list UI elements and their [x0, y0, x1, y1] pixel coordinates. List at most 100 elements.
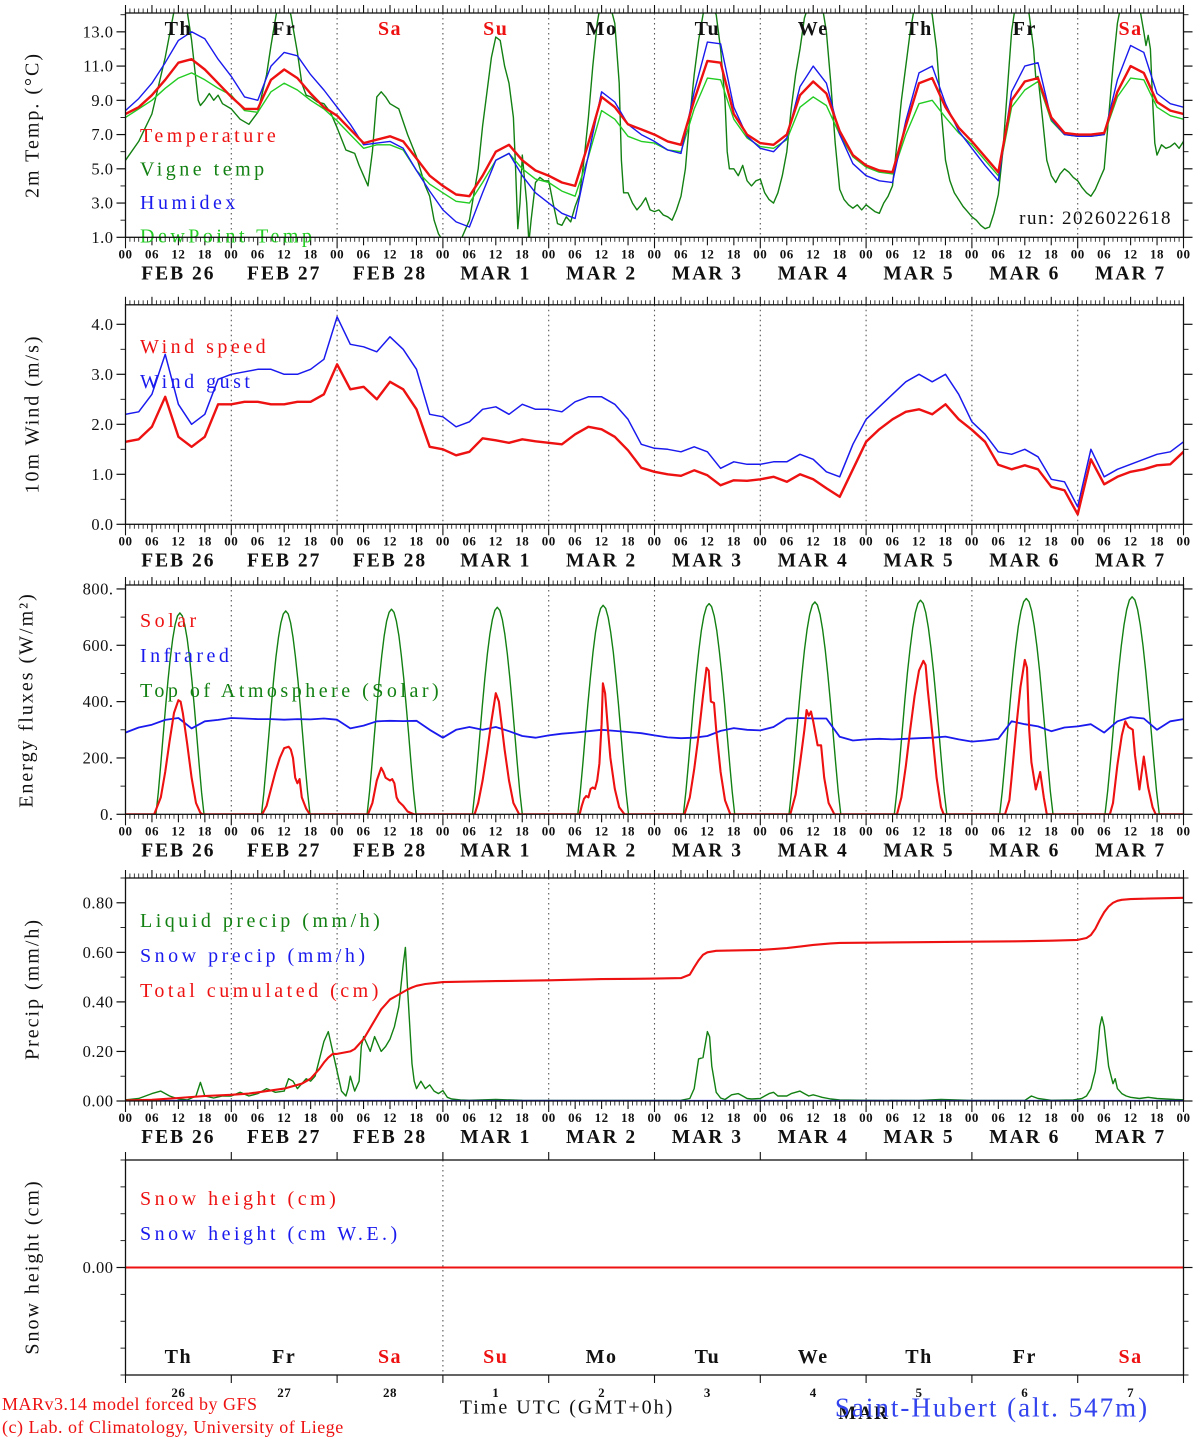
svg-text:12: 12: [700, 1110, 714, 1125]
series-solar: [125, 658, 1184, 815]
svg-text:27: 27: [277, 1385, 291, 1400]
svg-text:00: 00: [1071, 1110, 1085, 1125]
y-axis-title-energy: Energy fluxes (W/m²): [15, 592, 38, 808]
series-wind-gust: [125, 316, 1184, 508]
svg-text:00: 00: [753, 533, 767, 548]
svg-text:1: 1: [492, 1385, 499, 1400]
svg-text:Fr: Fr: [272, 18, 296, 40]
svg-text:18: 18: [621, 823, 635, 838]
svg-text:800.: 800.: [83, 579, 114, 598]
svg-text:7: 7: [1127, 1385, 1134, 1400]
svg-text:FEB 27: FEB 27: [247, 1127, 321, 1148]
svg-text:0.20: 0.20: [83, 1042, 114, 1061]
svg-text:18: 18: [833, 823, 847, 838]
svg-text:FEB 26: FEB 26: [141, 840, 215, 861]
svg-text:Sa: Sa: [1119, 1346, 1143, 1368]
svg-text:18: 18: [198, 1110, 212, 1125]
precip-panel: 0.00 0.20 0.40 0.60 0.80 Liquid precip (mm/h)…: [83, 870, 1193, 1148]
svg-text:12: 12: [700, 246, 714, 261]
svg-text:00: 00: [965, 533, 979, 548]
svg-text:12: 12: [1018, 823, 1032, 838]
legend-solar: Solar: [140, 610, 200, 632]
svg-text:5.0: 5.0: [91, 159, 113, 178]
legend-wind-speed: Wind speed: [140, 336, 269, 358]
svg-text:12: 12: [383, 1110, 397, 1125]
x-axis-title: Time UTC (GMT+0h): [459, 1396, 675, 1419]
svg-text:12: 12: [277, 533, 291, 548]
svg-text:3: 3: [704, 1385, 711, 1400]
svg-text:00: 00: [1071, 823, 1085, 838]
svg-text:MAR 4: MAR 4: [778, 550, 849, 571]
series-total-cumulated: [125, 896, 1184, 1101]
svg-text:18: 18: [1044, 1110, 1058, 1125]
svg-text:06: 06: [145, 1110, 159, 1125]
svg-text:Mo: Mo: [586, 18, 618, 40]
svg-text:00: 00: [542, 246, 556, 261]
svg-text:18: 18: [1044, 246, 1058, 261]
svg-text:11.0: 11.0: [83, 57, 113, 76]
svg-text:06: 06: [886, 533, 900, 548]
legend-vigne-temp: Vigne temp: [140, 159, 268, 181]
svg-text:0.40: 0.40: [83, 992, 114, 1011]
svg-text:00: 00: [859, 823, 873, 838]
svg-text:00: 00: [1071, 246, 1085, 261]
svg-text:06: 06: [1097, 1110, 1111, 1125]
svg-text:18: 18: [727, 246, 741, 261]
svg-text:12: 12: [277, 246, 291, 261]
svg-text:12: 12: [806, 823, 820, 838]
svg-text:18: 18: [727, 533, 741, 548]
svg-text:18: 18: [409, 533, 423, 548]
svg-text:18: 18: [727, 1110, 741, 1125]
svg-text:00: 00: [542, 823, 556, 838]
svg-text:4: 4: [810, 1385, 817, 1400]
svg-text:FEB 28: FEB 28: [353, 550, 427, 571]
svg-text:12: 12: [595, 246, 609, 261]
svg-text:00: 00: [859, 246, 873, 261]
svg-text:7.0: 7.0: [91, 125, 113, 144]
svg-text:00: 00: [436, 533, 450, 548]
svg-text:06: 06: [674, 533, 688, 548]
svg-text:MAR 6: MAR 6: [989, 263, 1060, 284]
svg-text:12: 12: [912, 1110, 926, 1125]
svg-text:200.: 200.: [83, 748, 114, 767]
svg-text:00: 00: [224, 823, 238, 838]
legend-humidex: Humidex: [140, 192, 239, 214]
svg-text:12: 12: [1124, 246, 1138, 261]
svg-text:3.0: 3.0: [91, 365, 113, 384]
svg-text:MAR 2: MAR 2: [566, 263, 637, 284]
svg-text:18: 18: [1150, 246, 1164, 261]
svg-text:06: 06: [462, 246, 476, 261]
svg-text:MAR 6: MAR 6: [989, 1127, 1060, 1148]
svg-text:18: 18: [515, 1110, 529, 1125]
station-label: Saint-Hubert (alt. 547m): [834, 1392, 1150, 1423]
svg-text:FEB 28: FEB 28: [353, 263, 427, 284]
svg-text:MAR 3: MAR 3: [672, 550, 743, 571]
svg-text:FEB 27: FEB 27: [247, 550, 321, 571]
svg-text:12: 12: [595, 1110, 609, 1125]
svg-text:MAR 2: MAR 2: [566, 840, 637, 861]
svg-text:00: 00: [224, 1110, 238, 1125]
series-infrared: [125, 716, 1184, 743]
y-axis-title-wind: 10m Wind (m/s): [21, 334, 44, 494]
svg-text:0.0: 0.0: [91, 515, 113, 534]
legend-total-cumulated-cm-: Total cumulated (cm): [140, 980, 382, 1002]
svg-text:06: 06: [1097, 823, 1111, 838]
svg-text:00: 00: [224, 533, 238, 548]
svg-text:18: 18: [938, 246, 952, 261]
y-axis-title-temperature: 2m Temp. (°C): [21, 51, 44, 199]
svg-text:12: 12: [171, 533, 185, 548]
svg-text:06: 06: [886, 823, 900, 838]
svg-text:12: 12: [912, 246, 926, 261]
svg-text:400.: 400.: [83, 692, 114, 711]
svg-text:Th: Th: [165, 1346, 192, 1368]
svg-text:18: 18: [1150, 533, 1164, 548]
svg-text:18: 18: [304, 246, 318, 261]
svg-text:06: 06: [674, 1110, 688, 1125]
svg-text:12: 12: [700, 533, 714, 548]
svg-text:MAR 1: MAR 1: [460, 263, 531, 284]
svg-text:12: 12: [489, 533, 503, 548]
svg-text:12: 12: [1018, 246, 1032, 261]
svg-text:2.0: 2.0: [91, 415, 113, 434]
svg-text:FEB 27: FEB 27: [247, 840, 321, 861]
svg-text:FEB 27: FEB 27: [247, 263, 321, 284]
